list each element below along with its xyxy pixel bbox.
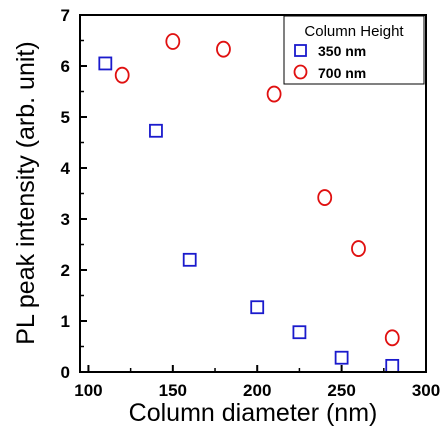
data-point-series-0 — [98, 56, 113, 71]
data-point-series-1 — [114, 66, 130, 84]
legend-label-350nm: 350 nm — [318, 43, 366, 59]
legend-marker-700nm — [293, 64, 308, 80]
data-point-series-1 — [351, 240, 366, 257]
data-point-series-0 — [385, 358, 400, 373]
x-tick-label: 300 — [412, 381, 440, 400]
data-point-series-0 — [334, 350, 349, 365]
legend: Column Height 350 nm 700 nm — [283, 15, 425, 85]
data-point-series-0 — [182, 252, 197, 267]
x-tick-label: 100 — [74, 381, 102, 400]
y-tick-label: 7 — [61, 6, 70, 25]
x-tick-label: 150 — [159, 381, 187, 400]
y-tick-label: 2 — [61, 261, 70, 280]
data-point-series-1 — [266, 85, 282, 103]
data-point-series-0 — [149, 123, 163, 138]
data-point-series-1 — [165, 33, 181, 50]
data-point-series-0 — [250, 300, 265, 315]
legend-label-700nm: 700 nm — [318, 65, 366, 81]
y-tick-label: 0 — [61, 363, 70, 382]
data-point-series-1 — [317, 189, 333, 206]
legend-title: Column Height — [304, 23, 404, 40]
x-tick-label: 250 — [327, 381, 355, 400]
data-point-series-1 — [216, 40, 231, 58]
data-point-series-0 — [292, 325, 307, 340]
data-markers — [98, 33, 400, 373]
y-tick-label: 1 — [61, 312, 70, 331]
y-tick-label: 5 — [61, 108, 70, 127]
axis-ticks: 100 150 200 250 300 0 1 2 3 4 5 6 7 — [61, 6, 441, 400]
plot-frame — [79, 14, 427, 373]
y-tick-label: 4 — [61, 159, 71, 178]
x-axis-title: Column diameter (nm) — [129, 399, 378, 427]
data-point-series-1 — [384, 329, 400, 347]
y-tick-label: 3 — [61, 210, 70, 229]
legend-marker-350nm — [294, 44, 307, 57]
y-axis-title: PL peak intensity (arb. unit) — [12, 41, 40, 344]
y-tick-label: 6 — [61, 57, 70, 76]
x-tick-label: 200 — [243, 381, 271, 400]
